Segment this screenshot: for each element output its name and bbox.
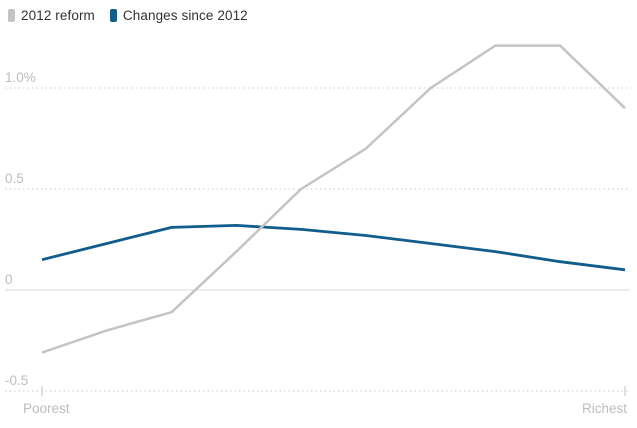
y-axis-tick-label-0.5: 0.5	[5, 171, 24, 186]
series-line-changes-since-2012	[41, 223, 626, 272]
y-axis-tick-label-1.0: 1.0%	[5, 70, 36, 85]
y-axis-tick-label-0: 0	[5, 272, 13, 287]
legend-swatch-2012-reform	[8, 9, 15, 22]
legend-label-changes-since-2012: Changes since 2012	[122, 8, 248, 23]
x-axis-label-richest: Richest	[581, 401, 627, 416]
legend: 2012 reform Changes since 2012	[8, 8, 248, 23]
y-axis-tick-label-neg-0.5: -0.5	[5, 373, 29, 388]
series-line-2012-reform	[41, 44, 626, 354]
legend-item-2012-reform: 2012 reform	[8, 8, 95, 23]
legend-label-2012-reform: 2012 reform	[21, 8, 95, 23]
x-axis-label-poorest: Poorest	[23, 401, 70, 416]
legend-swatch-changes-since-2012	[109, 9, 117, 22]
legend-item-changes-since-2012: Changes since 2012	[109, 8, 248, 23]
